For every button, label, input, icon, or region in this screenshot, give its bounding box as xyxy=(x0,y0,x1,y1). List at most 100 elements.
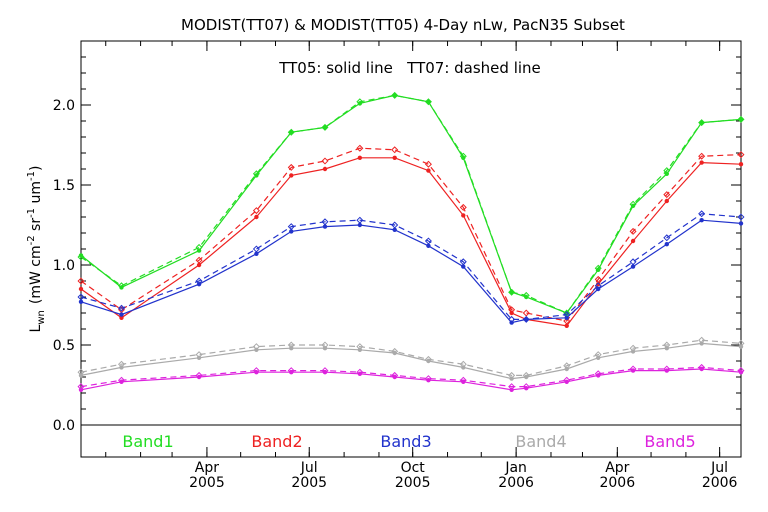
x-tick-label-month: Jul xyxy=(300,460,318,476)
band4-dashed-point xyxy=(424,355,432,363)
band3-dashed-point xyxy=(698,210,706,218)
band3-dashed-point xyxy=(252,245,260,253)
band1-dashed-point xyxy=(391,91,399,99)
band1-dashed-point xyxy=(77,253,85,261)
y-axis-label-exp1: -2 xyxy=(26,235,37,245)
band1-dashed-point xyxy=(522,291,530,299)
y-axis-label: Lwn(mW cm-2 sr-1 um-1) xyxy=(26,166,47,333)
band2-solid-point xyxy=(738,162,744,167)
y-axis-label-sr: sr xyxy=(28,218,44,236)
band2-solid-line xyxy=(80,157,742,327)
band1-solid-point xyxy=(461,155,466,160)
band3-dashed-point xyxy=(356,216,364,224)
band5-dashed-point xyxy=(522,383,530,391)
band3-solid-line xyxy=(80,219,742,324)
band5-dashed-point xyxy=(629,365,637,373)
band1-solid-point xyxy=(78,253,84,258)
plot-frame xyxy=(80,40,742,458)
band5-solid-point xyxy=(596,373,601,378)
band1-dashed-point xyxy=(195,243,203,251)
band1-dashed-point xyxy=(321,123,329,131)
band3-dashed-point xyxy=(629,258,637,266)
band5-dashed-point xyxy=(252,367,260,375)
band2-dashed-point xyxy=(663,191,671,199)
line-style-annotation: TT05: solid line TT07: dashed line xyxy=(278,59,541,77)
y-axis-label-um: um xyxy=(28,181,44,208)
band4-dashed-point xyxy=(737,339,745,347)
band3-dashed-point xyxy=(287,223,295,231)
band2-solid-point xyxy=(664,198,669,204)
band3-dashed-point xyxy=(563,311,571,319)
band4-dashed-point xyxy=(321,341,329,349)
band4-dashed-point xyxy=(563,362,571,370)
series-layer xyxy=(77,91,745,392)
band5-solid-line xyxy=(80,368,742,391)
band3-solid-point xyxy=(289,229,294,234)
band3-solid-point xyxy=(461,264,466,269)
band5-dashed-point xyxy=(663,365,671,373)
band3-dashed-point xyxy=(737,213,745,221)
band2-dashed-point xyxy=(252,207,260,215)
band5-dashed-point xyxy=(356,368,364,376)
band2-dashed-point xyxy=(508,306,516,314)
band2-dashed-point xyxy=(321,157,329,165)
band1-dashed-point xyxy=(356,98,364,106)
band5-dashed-point xyxy=(195,371,203,379)
band1-dashed-point xyxy=(508,288,516,296)
band3-dashed-point xyxy=(77,293,85,301)
band2-solid-point xyxy=(392,155,397,160)
y-tick-label: 1.0 xyxy=(53,258,75,274)
y-axis-label-main: L xyxy=(28,324,44,332)
band3-dashed-point xyxy=(508,315,516,323)
band1-dashed-point xyxy=(117,282,125,290)
band3-solid-point xyxy=(254,251,259,256)
band3-solid-point xyxy=(78,299,84,304)
y-tick-label: 0.5 xyxy=(53,338,75,354)
band3-dashed-point xyxy=(522,315,530,323)
band4-dashed-point xyxy=(459,360,467,368)
band3-solid-point xyxy=(357,222,363,228)
band1-solid-point xyxy=(357,101,363,106)
band3-solid-point xyxy=(699,218,704,223)
band4-dashed-point xyxy=(594,351,602,359)
band5-dashed-line xyxy=(80,366,742,388)
band5-dashed-point xyxy=(459,376,467,384)
band5-dashed-point xyxy=(698,363,706,371)
band5-dashed-point xyxy=(424,375,432,383)
band2-dashed-point xyxy=(698,152,706,160)
band5-dashed-point xyxy=(737,367,745,375)
band1-dashed-point xyxy=(629,200,637,208)
band3-solid-point xyxy=(322,224,328,229)
band4-dashed-point xyxy=(698,336,706,344)
band2-dashed-point xyxy=(629,227,637,235)
band2-dashed-point xyxy=(424,160,432,168)
band4-dashed-point xyxy=(117,360,125,368)
band5-dashed-point xyxy=(508,383,516,391)
band2-solid-point xyxy=(322,166,328,172)
band1-dashed-point xyxy=(287,128,295,136)
chart-title: MODIST(TT07) & MODIST(TT05) 4-Day nLw, P… xyxy=(181,16,625,34)
legend-band3: Band3 xyxy=(380,432,431,451)
band2-solid-point xyxy=(564,323,569,328)
band1-dashed-point xyxy=(424,98,432,106)
y-axis-label-exp2: -1 xyxy=(26,208,37,218)
band5-dashed-point xyxy=(77,383,85,391)
band1-dashed-point xyxy=(252,170,260,178)
band4-dashed-point xyxy=(663,341,671,349)
band2-solid-point xyxy=(596,282,601,287)
band2-dashed-point xyxy=(287,163,295,171)
band2-solid-point xyxy=(630,238,636,244)
band1-solid-point xyxy=(524,294,529,300)
band1-dashed-point xyxy=(663,167,671,175)
band4-solid-line xyxy=(80,342,742,380)
y-axis-label-subscript: wn xyxy=(36,310,47,325)
band3-dashed-point xyxy=(663,234,671,242)
legend: Band1 Band2 Band3 Band4 Band5 xyxy=(122,432,695,451)
x-tick-label-year: 2005 xyxy=(189,475,225,491)
band1-dashed-point xyxy=(737,115,745,123)
band3-dashed-point xyxy=(594,282,602,290)
band4-dashed-point xyxy=(508,371,516,379)
band2-dashed-point xyxy=(77,277,85,285)
band4-dashed-point xyxy=(356,343,364,351)
band3-dashed-point xyxy=(391,221,399,229)
